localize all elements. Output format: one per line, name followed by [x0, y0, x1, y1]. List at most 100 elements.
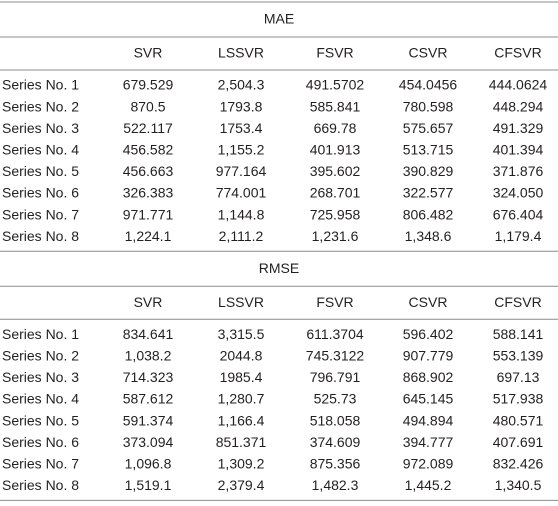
cell: 1753.4: [220, 120, 263, 136]
cell: 456.663: [123, 163, 174, 179]
cell: 697.13: [497, 369, 540, 385]
row-label: Series No. 1: [2, 77, 79, 93]
row-label: Series No. 5: [2, 163, 79, 179]
cell: 1793.8: [220, 98, 263, 114]
cell: 2044.8: [220, 348, 263, 364]
cell: 491.329: [493, 120, 544, 136]
row-label: Series No. 7: [2, 456, 79, 472]
cell: 1,348.6: [405, 228, 452, 244]
cell: 587.612: [123, 391, 174, 407]
cell: 395.602: [310, 163, 361, 179]
row-label: Series No. 4: [2, 391, 79, 407]
cell: 774.001: [216, 185, 267, 201]
section-title: MAE: [264, 11, 294, 27]
cell: 669.78: [314, 120, 357, 136]
cell: 907.779: [403, 348, 454, 364]
column-header: SVR: [134, 294, 163, 310]
row-label: Series No. 2: [2, 98, 79, 114]
cell: 2,379.4: [218, 477, 265, 493]
cell: 322.577: [403, 185, 454, 201]
row-label: Series No. 6: [2, 434, 79, 450]
cell: 2,504.3: [218, 77, 265, 93]
cell: 401.913: [310, 142, 361, 158]
cell: 1,224.1: [125, 228, 172, 244]
cell: 553.139: [493, 348, 544, 364]
cell: 596.402: [403, 326, 454, 342]
cell: 1,155.2: [218, 142, 265, 158]
cell: 401.394: [493, 142, 544, 158]
row-label: Series No. 1: [2, 326, 79, 342]
cell: 1,144.8: [218, 206, 265, 222]
row-label: Series No. 6: [2, 185, 79, 201]
cell: 611.3704: [306, 326, 364, 342]
row-label: Series No. 2: [2, 348, 79, 364]
cell: 714.323: [123, 369, 174, 385]
cell: 868.902: [403, 369, 454, 385]
row-label: Series No. 3: [2, 120, 79, 136]
cell: 268.701: [310, 185, 361, 201]
cell: 324.050: [493, 185, 544, 201]
cell: 448.294: [493, 98, 544, 114]
row-label: Series No. 4: [2, 142, 79, 158]
cell: 494.894: [403, 412, 454, 428]
row-label: Series No. 8: [2, 477, 79, 493]
cell: 373.094: [123, 434, 174, 450]
cell: 374.609: [310, 434, 361, 450]
cell: 679.529: [123, 77, 174, 93]
cell: 1,179.4: [495, 228, 542, 244]
column-header: LSSVR: [218, 294, 264, 310]
column-header: CFSVR: [494, 294, 541, 310]
cell: 1,445.2: [405, 477, 452, 493]
column-header: FSVR: [316, 294, 353, 310]
cell: 1,519.1: [125, 477, 172, 493]
cell: 371.876: [493, 163, 544, 179]
column-header: SVR: [134, 45, 163, 61]
cell: 518.058: [310, 412, 361, 428]
row-label: Series No. 5: [2, 412, 79, 428]
cell: 390.829: [403, 163, 454, 179]
cell: 676.404: [493, 206, 544, 222]
cell: 513.715: [403, 142, 454, 158]
column-header: FSVR: [316, 45, 353, 61]
cell: 972.089: [403, 456, 454, 472]
cell: 326.383: [123, 185, 174, 201]
cell: 1,166.4: [218, 412, 265, 428]
cell: 1,280.7: [218, 391, 265, 407]
cell: 1985.4: [220, 369, 263, 385]
cell: 2,111.2: [219, 228, 264, 244]
cell: 834.641: [123, 326, 174, 342]
cell: 588.141: [493, 326, 544, 342]
cell: 870.5: [130, 98, 165, 114]
cell: 454.0456: [399, 77, 458, 93]
row-label: Series No. 3: [2, 369, 79, 385]
cell: 1,038.2: [125, 348, 172, 364]
cell: 832.426: [493, 456, 544, 472]
cell: 977.164: [216, 163, 267, 179]
cell: 591.374: [123, 412, 174, 428]
cell: 796.791: [310, 369, 361, 385]
cell: 444.0624: [489, 77, 548, 93]
cell: 585.841: [310, 98, 361, 114]
cell: 525.73: [314, 391, 357, 407]
cell: 851.371: [216, 434, 267, 450]
cell: 1,340.5: [495, 477, 542, 493]
cell: 1,309.2: [218, 456, 265, 472]
cell: 745.3122: [306, 348, 365, 364]
cell: 971.771: [123, 206, 174, 222]
column-header: CSVR: [409, 294, 448, 310]
column-header: LSSVR: [218, 45, 264, 61]
cell: 780.598: [403, 98, 454, 114]
cell: 875.356: [310, 456, 361, 472]
cell: 491.5702: [306, 77, 365, 93]
cell: 517.938: [493, 391, 544, 407]
cell: 1,096.8: [125, 456, 172, 472]
column-header: CFSVR: [494, 45, 541, 61]
cell: 645.145: [403, 391, 454, 407]
cell: 1,231.6: [312, 228, 359, 244]
cell: 3,315.5: [218, 326, 265, 342]
cell: 522.117: [123, 120, 173, 136]
cell: 1,482.3: [312, 477, 359, 493]
cell: 394.777: [403, 434, 454, 450]
cell: 480.571: [493, 412, 544, 428]
